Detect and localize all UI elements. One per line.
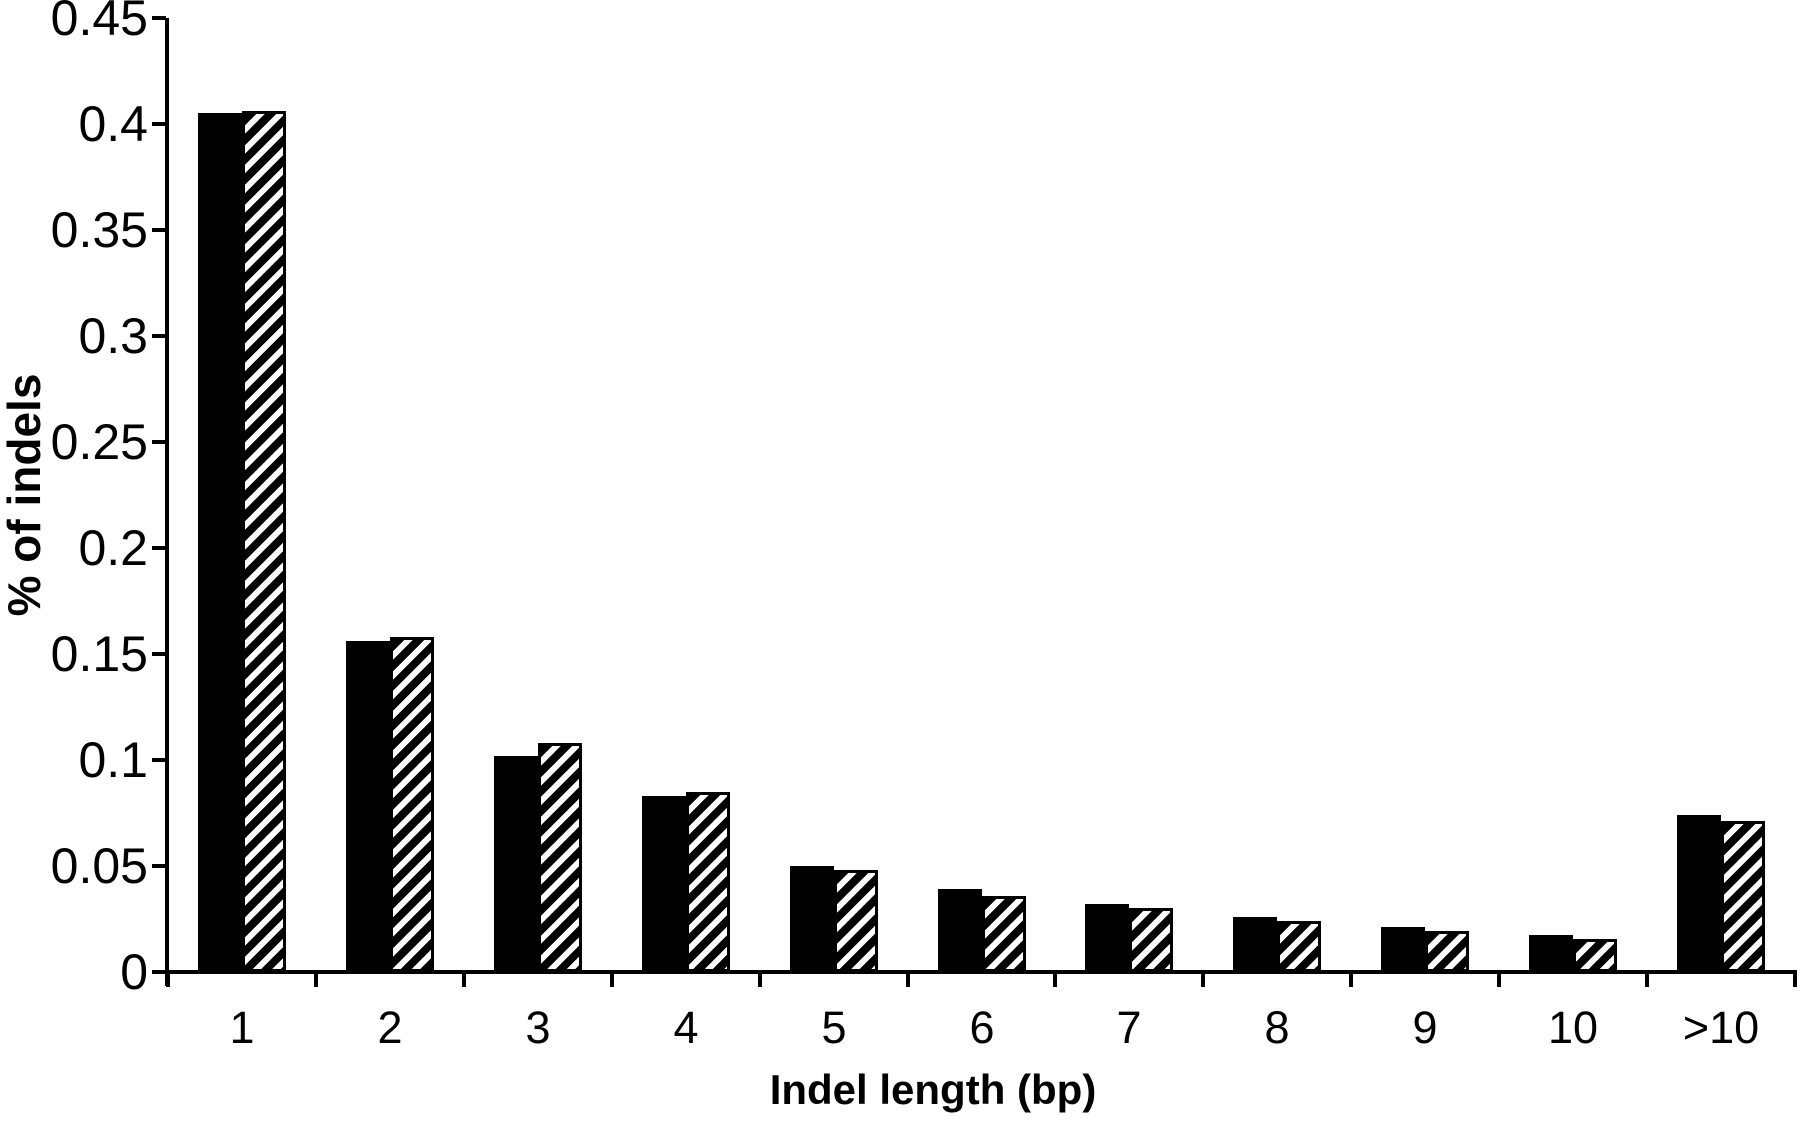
x-tick-label: 2 bbox=[377, 1002, 403, 1053]
x-tick-label: 9 bbox=[1412, 1002, 1438, 1053]
bar-solid-8 bbox=[1233, 917, 1277, 972]
x-tick-mark bbox=[462, 972, 466, 987]
x-tick-label: 4 bbox=[673, 1002, 699, 1053]
bar-hatched-8 bbox=[1277, 921, 1321, 972]
y-tick-mark bbox=[152, 652, 166, 656]
y-tick-label: 0.3 bbox=[78, 308, 148, 364]
bar-hatched-6 bbox=[982, 896, 1026, 972]
y-tick-mark bbox=[152, 16, 166, 20]
y-tick-label: 0.25 bbox=[50, 414, 148, 470]
bar-solid-7 bbox=[1085, 904, 1129, 972]
x-tick-mark bbox=[1201, 972, 1205, 987]
bar-solid-3 bbox=[494, 756, 538, 972]
bar-hatched-1 bbox=[242, 111, 286, 972]
y-tick-mark bbox=[152, 970, 166, 974]
y-tick-label: 0.35 bbox=[50, 202, 148, 258]
x-tick-label: 10 bbox=[1547, 1002, 1599, 1053]
y-tick-label: 0.45 bbox=[50, 0, 148, 46]
bar-solid-10 bbox=[1529, 935, 1573, 972]
x-tick-label: 7 bbox=[1116, 1002, 1142, 1053]
y-tick-mark bbox=[152, 864, 166, 868]
bar-hatched-9 bbox=[1425, 931, 1469, 972]
bar-hatched-5 bbox=[834, 870, 878, 972]
bar-solid-4 bbox=[642, 796, 686, 972]
x-tick-mark bbox=[1793, 972, 1797, 987]
x-tick-mark bbox=[166, 972, 170, 987]
bar-solid->10 bbox=[1677, 815, 1721, 972]
bar-solid-6 bbox=[938, 889, 982, 972]
bar-hatched-4 bbox=[686, 792, 730, 972]
bar-hatched-3 bbox=[538, 743, 582, 972]
y-tick-mark bbox=[152, 440, 166, 444]
x-tick-mark bbox=[1053, 972, 1057, 987]
x-tick-label: 5 bbox=[821, 1002, 847, 1053]
x-tick-mark bbox=[1497, 972, 1501, 987]
bar-solid-1 bbox=[198, 113, 242, 972]
x-axis-line bbox=[158, 970, 1797, 974]
y-tick-label: 0.2 bbox=[78, 520, 148, 576]
y-tick-label: 0.1 bbox=[78, 732, 148, 788]
bar-hatched-7 bbox=[1129, 908, 1173, 972]
x-tick-mark bbox=[906, 972, 910, 987]
y-axis-line bbox=[165, 18, 169, 986]
y-tick-mark bbox=[152, 758, 166, 762]
bar-hatched-10 bbox=[1573, 939, 1617, 972]
x-tick-mark bbox=[1349, 972, 1353, 987]
x-tick-label: 3 bbox=[525, 1002, 551, 1053]
bar-solid-9 bbox=[1381, 927, 1425, 972]
x-tick-label: 1 bbox=[229, 1002, 255, 1053]
y-tick-label: 0.4 bbox=[78, 96, 148, 152]
y-tick-mark bbox=[152, 228, 166, 232]
y-tick-label: 0.15 bbox=[50, 626, 148, 682]
bar-solid-2 bbox=[346, 641, 390, 972]
x-axis-title: Indel length (bp) bbox=[769, 1066, 1097, 1113]
x-tick-label: 8 bbox=[1264, 1002, 1290, 1053]
y-tick-mark bbox=[152, 546, 166, 550]
bar-hatched-2 bbox=[390, 637, 434, 972]
bar-solid-5 bbox=[790, 866, 834, 972]
x-tick-mark bbox=[610, 972, 614, 987]
x-tick-mark bbox=[314, 972, 318, 987]
y-tick-mark bbox=[152, 122, 166, 126]
x-tick-mark bbox=[758, 972, 762, 987]
x-tick-label: >10 bbox=[1682, 1002, 1760, 1053]
x-tick-label: 6 bbox=[969, 1002, 995, 1053]
y-tick-label: 0 bbox=[120, 944, 148, 1000]
y-tick-mark bbox=[152, 334, 166, 338]
x-tick-mark bbox=[1645, 972, 1649, 987]
bar-hatched->10 bbox=[1721, 821, 1765, 972]
y-tick-label: 0.05 bbox=[50, 838, 148, 894]
